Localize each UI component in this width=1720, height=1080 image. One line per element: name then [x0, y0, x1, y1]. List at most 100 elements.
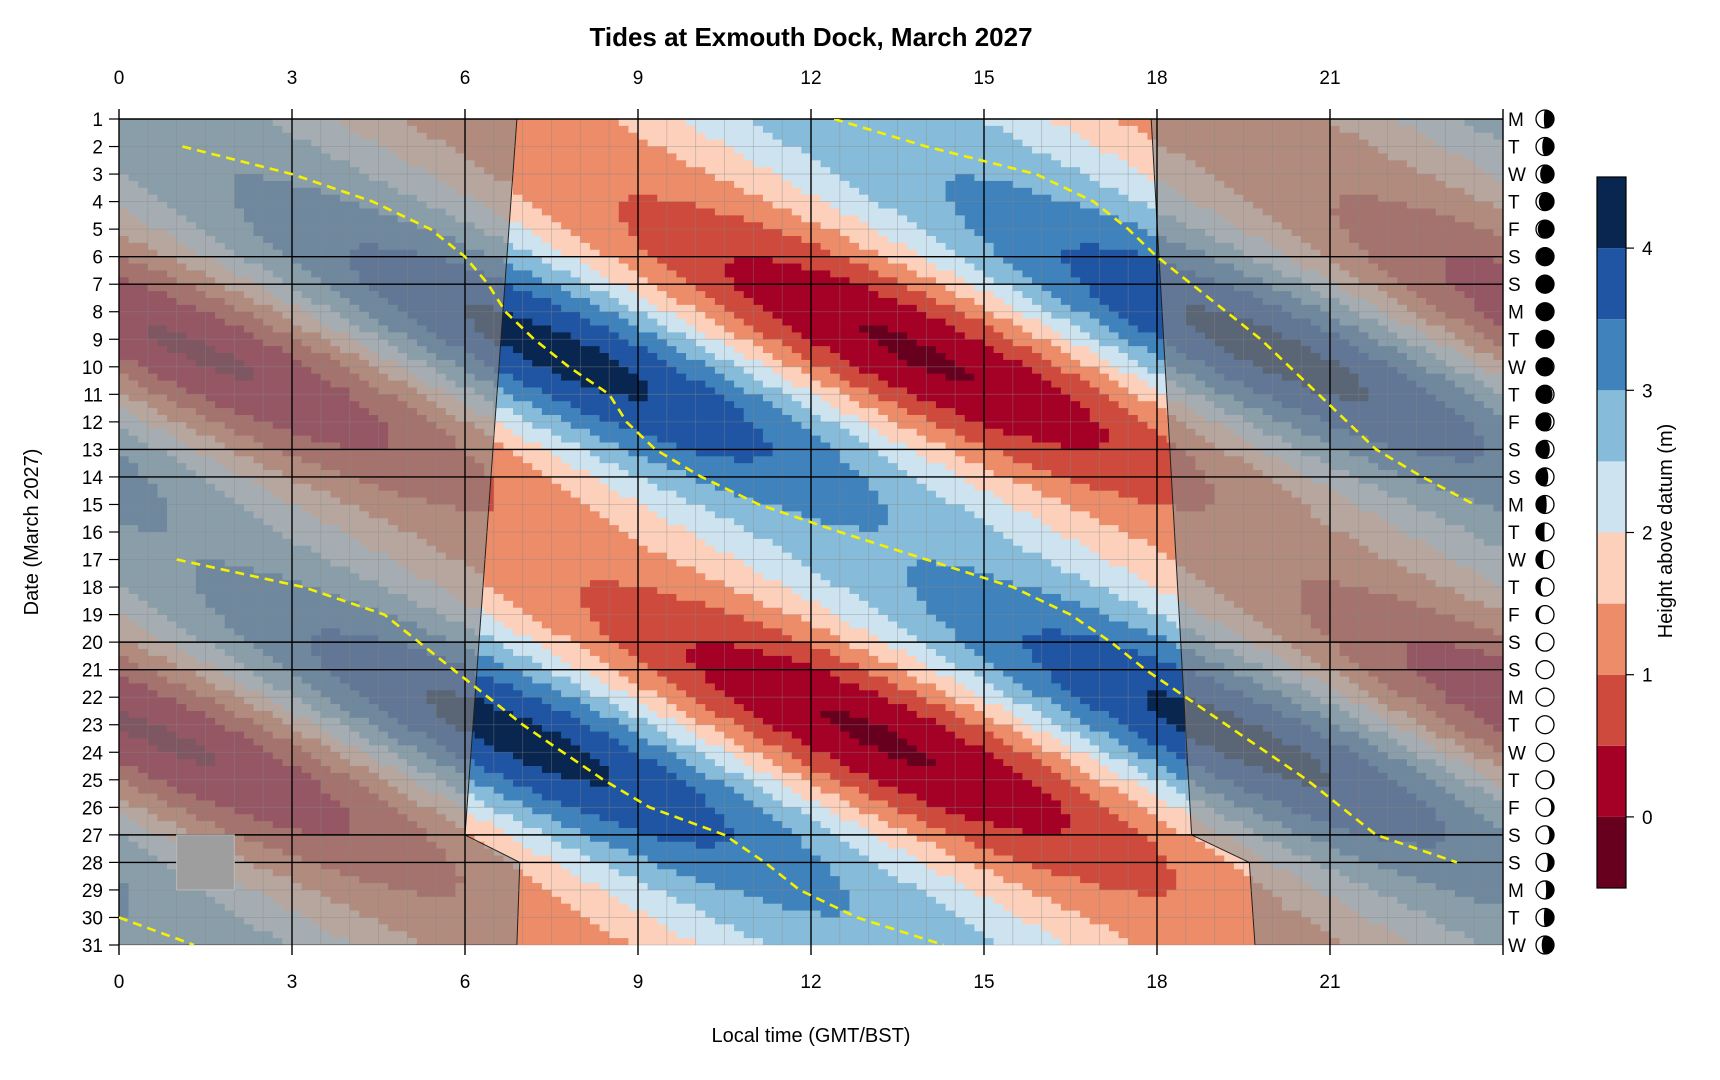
tide-cell — [676, 270, 726, 278]
tide-cell — [1051, 669, 1197, 678]
tide-cell — [984, 318, 1014, 327]
tide-cell — [964, 414, 1091, 423]
tide-cell — [561, 655, 601, 664]
tide-cell — [1070, 263, 1177, 272]
tide-cell — [916, 476, 966, 485]
tide-cell — [830, 401, 860, 409]
tide-cell — [676, 311, 706, 320]
tide-cell — [887, 724, 947, 733]
x-axis-label: Local time (GMT/BST) — [712, 1025, 911, 1047]
colorbar-tick-label: 3 — [1642, 381, 1653, 402]
tide-cell — [1099, 779, 1139, 788]
tide-cell — [657, 834, 735, 843]
tide-cell — [782, 745, 812, 753]
tide-cell — [849, 621, 899, 629]
tide-cell — [984, 421, 1100, 430]
tide-cell — [580, 593, 678, 602]
tide-cell — [830, 346, 889, 354]
colorbar-swatch — [1597, 674, 1626, 746]
tide-cell — [839, 387, 870, 395]
tide-cell — [878, 745, 918, 753]
tide-cell — [1118, 153, 1187, 161]
tide-cell — [1003, 532, 1062, 540]
tide-cell — [493, 304, 562, 313]
tide-cell — [1089, 408, 1129, 416]
tide-cell — [695, 125, 764, 134]
tide-cell — [1070, 690, 1148, 698]
tide-cell — [887, 325, 956, 333]
tide-cell — [1070, 353, 1100, 361]
tide-cell — [445, 139, 649, 148]
tide-cell — [916, 745, 985, 753]
tide-cell — [589, 752, 639, 760]
tide-cell — [638, 731, 668, 740]
tide-cell — [551, 834, 591, 843]
tide-cell — [811, 779, 841, 788]
tide-cell — [811, 621, 851, 629]
tide-cell — [868, 855, 918, 863]
tide-cell — [849, 642, 889, 650]
tide-cell — [839, 408, 879, 416]
tide-cell — [580, 642, 620, 650]
tide-cell — [964, 504, 1014, 512]
tide-cell — [945, 318, 985, 327]
tide-cell — [1089, 724, 1129, 733]
tide-cell — [916, 834, 966, 843]
tide-cell — [493, 635, 533, 643]
tide-cell — [1108, 304, 1187, 313]
tide-cell — [1108, 752, 1139, 760]
tide-cell — [513, 263, 553, 272]
tide-cell — [762, 194, 822, 203]
tide-cell — [551, 669, 591, 678]
tide-cell — [705, 800, 754, 808]
tide-cell — [589, 779, 610, 788]
y-tick-label: 7 — [92, 275, 103, 296]
tide-cell — [493, 414, 524, 423]
tide-cell — [551, 428, 591, 437]
tide-cell — [474, 649, 514, 657]
tide-cell — [811, 848, 860, 857]
tide-cell — [811, 373, 841, 382]
tide-cell — [513, 834, 553, 843]
tide-cell — [657, 587, 735, 595]
tide-cell — [589, 669, 620, 678]
tide-cell — [897, 297, 937, 306]
tide-cell — [868, 284, 908, 292]
tide-cell — [638, 497, 687, 506]
tide-cell — [638, 373, 687, 382]
tide-cell — [695, 903, 783, 912]
tide-cell — [484, 332, 572, 340]
tide-cell — [1099, 387, 1129, 395]
tide-cell — [1032, 146, 1100, 155]
tide-cell — [753, 421, 802, 430]
tide-cell — [599, 476, 649, 485]
tide-cell — [1070, 270, 1197, 278]
tide-cell — [561, 435, 601, 444]
tide-cell — [657, 669, 706, 678]
tide-cell — [772, 814, 812, 822]
tide-cell — [580, 256, 620, 265]
tide-cell — [849, 180, 947, 189]
tide-cell — [686, 277, 735, 285]
tide-cell — [887, 614, 937, 623]
tide-cell — [1089, 738, 1120, 746]
tide-cell — [1080, 697, 1148, 705]
tide-cell — [1060, 160, 1129, 168]
tide-cell — [945, 242, 995, 251]
moon-phase-icon — [1535, 274, 1555, 294]
tide-cell — [1147, 628, 1197, 636]
tide-cell — [1080, 359, 1110, 368]
tide-cell — [1003, 353, 1043, 361]
tide-cell — [762, 752, 793, 760]
tide-cell — [1060, 532, 1129, 540]
tide-cell — [1012, 676, 1052, 685]
tide-cell — [638, 236, 802, 244]
tide-cell — [820, 800, 851, 808]
weekday-label: T — [1508, 523, 1520, 544]
tide-cell — [628, 470, 687, 478]
tide-cell — [484, 470, 543, 478]
tide-cell — [1099, 421, 1148, 430]
tide-cell — [570, 421, 620, 430]
tide-cell — [1147, 834, 1197, 843]
weekday-label: T — [1508, 908, 1520, 929]
